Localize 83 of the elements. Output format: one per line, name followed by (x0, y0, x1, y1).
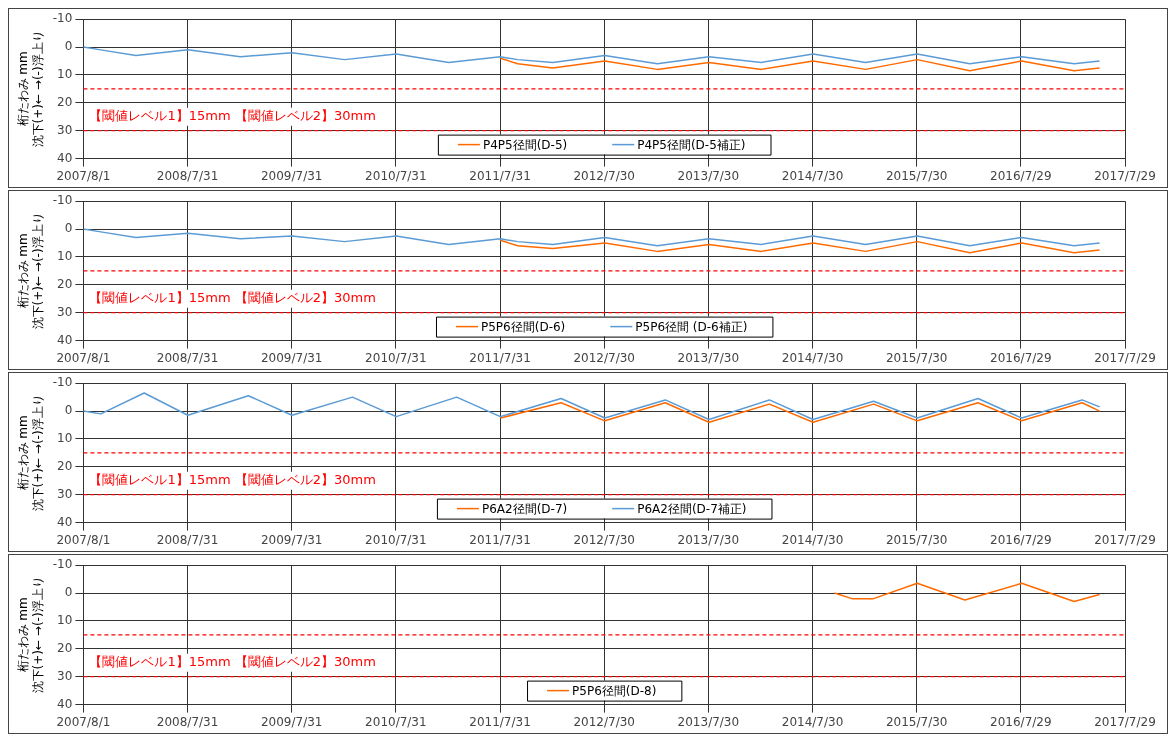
legend-label: P6A2径間(D-7) (481, 501, 568, 516)
x-tick-label: 2013/7/30 (677, 168, 740, 183)
y-tick-label: 40 (57, 514, 73, 529)
x-tick-label: 2012/7/30 (573, 168, 635, 183)
x-tick-label: 2007/8/1 (56, 168, 111, 183)
y-tick-label: 20 (57, 640, 73, 655)
y-tick-label: 20 (57, 458, 73, 473)
annotation: 【閾値レベル1】15mm 【閾値レベル2】30mm (89, 290, 376, 306)
x-tick-label: 2009/7/31 (260, 168, 323, 183)
y-tick-label: 10 (57, 431, 73, 446)
x-tick-label: 2013/7/30 (677, 350, 740, 365)
legend-label: P6A2径間(D-7補正) (637, 501, 747, 516)
x-tick-label: 2009/7/31 (260, 350, 323, 365)
x-tick-label: 2017/7/29 (1094, 532, 1156, 547)
x-tick-label: 2014/7/30 (781, 350, 844, 365)
y-tick-label: 40 (57, 150, 73, 165)
x-tick-label: 2010/7/31 (365, 532, 427, 547)
x-tick-label: 2011/7/31 (469, 532, 531, 547)
y-tick-label: 20 (57, 94, 73, 109)
x-tick-label: 2009/7/31 (260, 532, 323, 547)
y-tick-label: 30 (57, 668, 73, 683)
x-tick-label: 2008/7/31 (156, 714, 219, 729)
y-tick-label: 30 (57, 122, 73, 137)
y-tick-label: -10 (52, 11, 73, 26)
x-tick-label: 2009/7/31 (260, 714, 323, 729)
y-tick-label: 30 (57, 304, 73, 319)
y-axis-title: 桁たわみ mm 沈下(+)← →(-)浮上り (16, 576, 45, 694)
x-tick-label: 2013/7/30 (677, 532, 740, 547)
legend-label: P5P6径間 (D-6補正) (635, 319, 748, 334)
y-tick-label: 0 (64, 221, 73, 236)
x-tick-label: 2017/7/29 (1094, 168, 1156, 183)
annotation: 【閾値レベル1】15mm 【閾値レベル2】30mm (89, 654, 376, 670)
y-tick-label: -10 (52, 193, 73, 208)
x-tick-label: 2008/7/31 (156, 532, 219, 547)
y-tick-label: 40 (57, 332, 73, 347)
x-tick-label: 2008/7/31 (156, 350, 219, 365)
y-axis-title: 桁たわみ mm 沈下(+)← →(-)浮上り (16, 30, 45, 148)
y-tick-label: 0 (64, 403, 73, 418)
x-tick-label: 2011/7/31 (469, 350, 531, 365)
annotation: 【閾値レベル1】15mm 【閾値レベル2】30mm (89, 472, 376, 488)
y-tick-label: -10 (52, 557, 73, 572)
annotation: 【閾値レベル1】15mm 【閾値レベル2】30mm (89, 108, 376, 124)
x-tick-label: 2012/7/30 (573, 714, 635, 729)
y-axis-title: 桁たわみ mm 沈下(+)← →(-)浮上り (16, 394, 45, 512)
x-tick-label: 2014/7/30 (781, 714, 844, 729)
y-tick-label: 0 (64, 585, 73, 600)
x-tick-label: 2015/7/30 (885, 168, 948, 183)
y-axis-title: 桁たわみ mm 沈下(+)← →(-)浮上り (16, 212, 45, 330)
x-tick-label: 2017/7/29 (1094, 714, 1156, 729)
x-tick-label: 2011/7/31 (469, 168, 531, 183)
x-tick-label: 2010/7/31 (365, 168, 427, 183)
x-tick-label: 2007/8/1 (56, 350, 111, 365)
y-tick-label: 30 (57, 486, 73, 501)
x-tick-label: 2013/7/30 (677, 714, 740, 729)
x-tick-label: 2015/7/30 (885, 350, 948, 365)
x-tick-label: 2015/7/30 (885, 714, 948, 729)
x-tick-label: 2014/7/30 (781, 532, 844, 547)
x-tick-label: 2015/7/30 (885, 532, 948, 547)
x-tick-label: 2007/8/1 (56, 714, 111, 729)
x-tick-label: 2016/7/29 (990, 532, 1052, 547)
x-tick-label: 2008/7/31 (156, 168, 219, 183)
legend-label: P5P6径間(D-6) (480, 319, 566, 334)
x-tick-label: 2012/7/30 (573, 350, 635, 365)
y-tick-label: 10 (57, 613, 73, 628)
y-tick-label: 20 (57, 276, 73, 291)
x-tick-label: 2016/7/29 (990, 350, 1052, 365)
y-tick-label: 10 (57, 67, 73, 82)
x-tick-label: 2010/7/31 (365, 714, 427, 729)
legend-label: P4P5径間(D-5) (482, 137, 568, 152)
y-tick-label: 0 (64, 39, 73, 54)
x-tick-label: 2007/8/1 (56, 532, 111, 547)
y-tick-label: 10 (57, 249, 73, 264)
x-tick-label: 2012/7/30 (573, 532, 635, 547)
x-tick-label: 2011/7/31 (469, 714, 531, 729)
x-tick-label: 2016/7/29 (990, 714, 1052, 729)
x-tick-label: 2017/7/29 (1094, 350, 1156, 365)
x-tick-label: 2014/7/30 (781, 168, 844, 183)
x-tick-label: 2016/7/29 (990, 168, 1052, 183)
y-tick-label: -10 (52, 375, 73, 390)
legend-label: P5P6径間(D-8) (572, 683, 657, 698)
y-tick-label: 40 (57, 696, 73, 711)
x-tick-label: 2010/7/31 (365, 350, 427, 365)
legend-label: P4P5径間(D-5補正) (637, 137, 746, 152)
